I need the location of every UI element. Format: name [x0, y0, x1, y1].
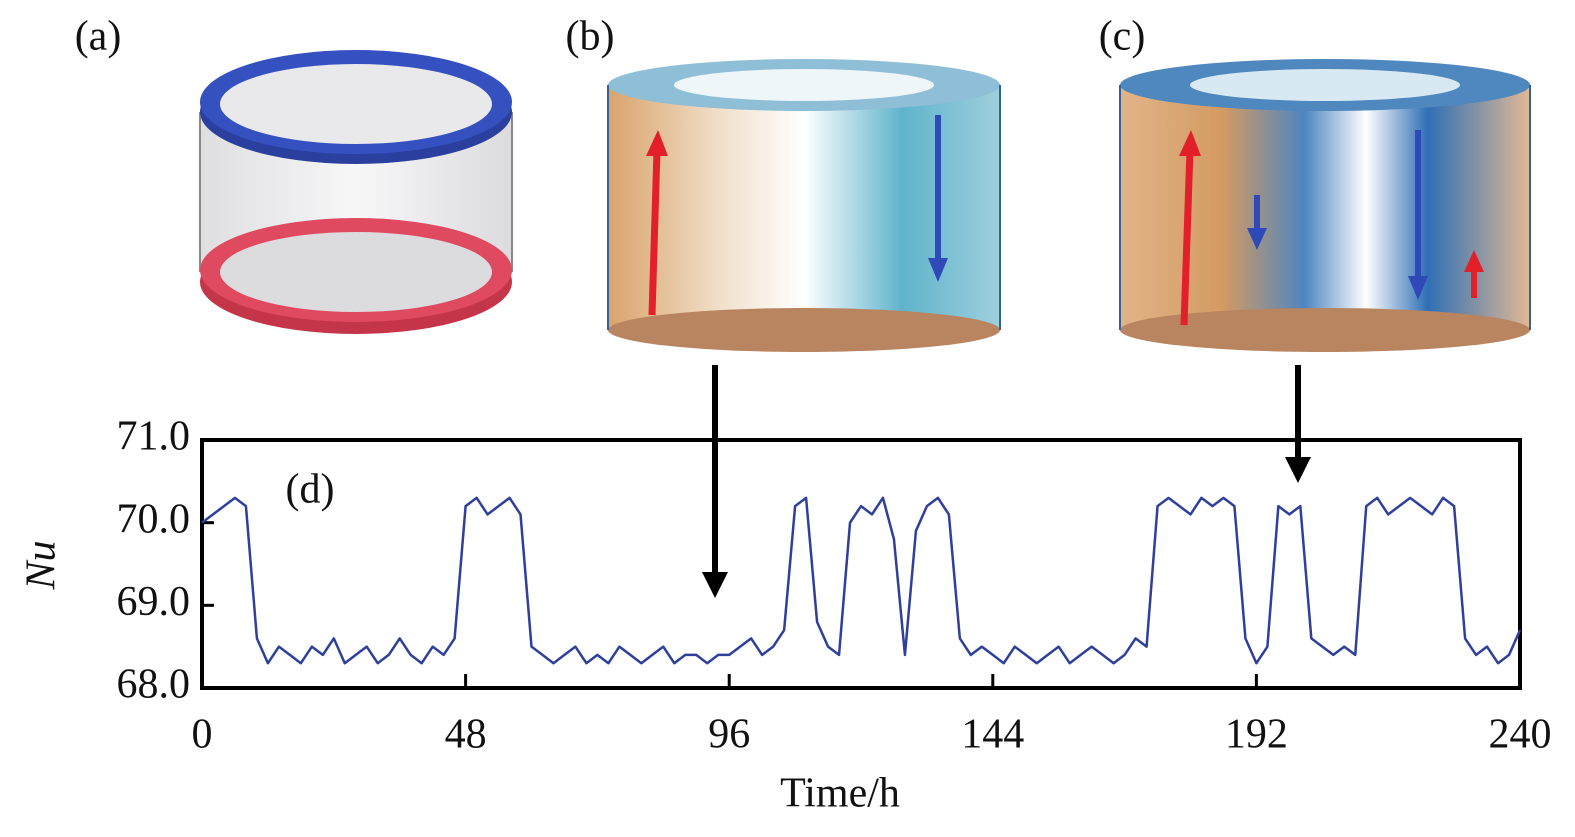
y-axis-label: Nu	[19, 540, 65, 590]
x-tick-label: 240	[1489, 712, 1552, 758]
x-tick-label: 48	[445, 712, 487, 758]
y-tick-label: 68.0	[117, 662, 191, 708]
y-tick-label: 71.0	[117, 414, 191, 460]
y-tick-label: 70.0	[117, 496, 191, 542]
y-tick-label: 69.0	[117, 579, 191, 625]
pointer-arrows	[702, 365, 1311, 598]
panel-b-illustration	[607, 59, 1001, 352]
x-tick-label: 96	[708, 712, 750, 758]
panel-label: (c)	[1099, 14, 1146, 60]
panel-label: (a)	[75, 14, 122, 60]
x-tick-label: 192	[1225, 712, 1288, 758]
panel-a-illustration	[199, 50, 513, 334]
x-tick-label: 144	[961, 712, 1024, 758]
x-axis-label: Time/h	[780, 771, 900, 817]
panel-label: (d)	[286, 467, 335, 513]
panel-label: (b)	[566, 14, 615, 60]
panel-c-illustration	[1119, 59, 1531, 352]
data-line	[201, 496, 1522, 665]
plot-frame	[200, 438, 1522, 690]
x-tick-label: 0	[192, 712, 213, 758]
